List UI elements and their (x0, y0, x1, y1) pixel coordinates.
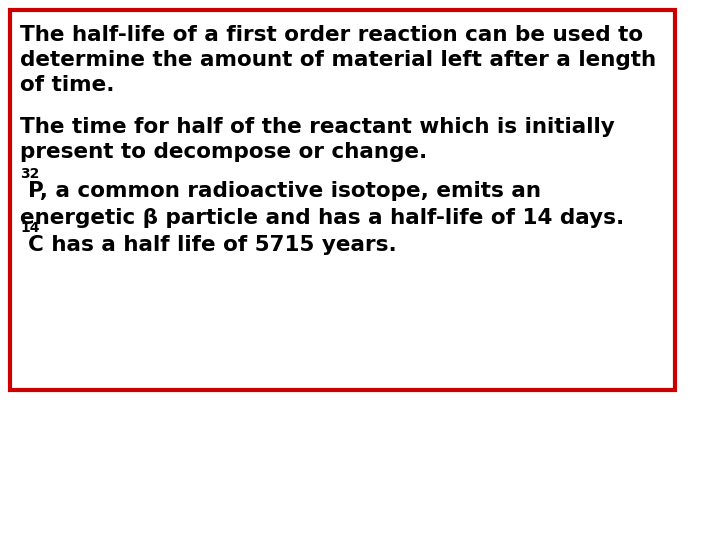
Text: The half-life of a first order reaction can be used to
determine the amount of m: The half-life of a first order reaction … (20, 25, 656, 94)
Text: 14: 14 (20, 221, 40, 234)
Bar (10, 10, 675, 390)
Text: The time for half of the reactant which is initially
present to decompose or cha: The time for half of the reactant which … (20, 117, 615, 162)
Text: C has a half life of 5715 years.: C has a half life of 5715 years. (27, 234, 397, 254)
Text: P, a common radioactive isotope, emits an: P, a common radioactive isotope, emits a… (27, 181, 541, 201)
Text: 32: 32 (20, 167, 40, 181)
Text: energetic β particle and has a half-life of 14 days.: energetic β particle and has a half-life… (20, 208, 624, 228)
